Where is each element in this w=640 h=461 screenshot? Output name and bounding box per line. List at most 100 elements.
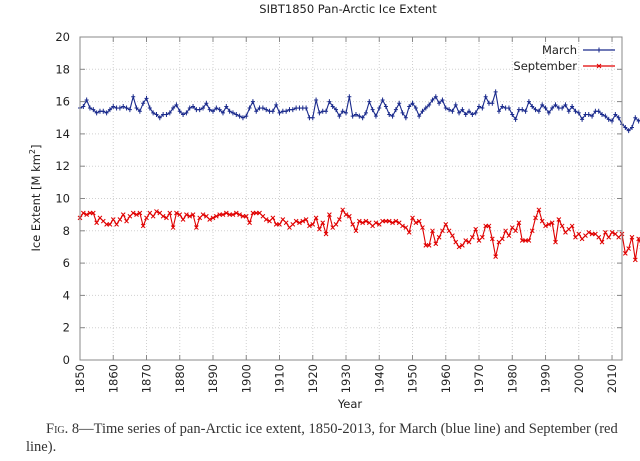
data-point (180, 217, 186, 222)
data-point (413, 220, 419, 226)
data-point (456, 244, 462, 250)
data-point (353, 228, 359, 234)
data-point (347, 94, 352, 100)
data-point (124, 218, 129, 224)
data-point (141, 100, 146, 106)
data-point (84, 97, 89, 103)
series-line (79, 208, 640, 260)
data-point (346, 213, 352, 219)
data-point (496, 108, 501, 114)
data-point (420, 108, 425, 114)
x-axis: 1850 1860 1870 1880 1890 1900 1910 1920 1930 1940… (73, 37, 619, 393)
data-point (327, 99, 332, 105)
data-point (573, 108, 578, 114)
data-point (237, 113, 242, 119)
data-point (323, 231, 329, 237)
data-point (622, 251, 628, 256)
data-point (500, 103, 505, 109)
data-point (117, 217, 123, 222)
data-point (503, 228, 508, 234)
data-point (204, 100, 209, 106)
data-point (390, 220, 395, 226)
data-point (80, 210, 86, 216)
data-point (260, 105, 265, 111)
data-point (324, 108, 329, 114)
x-tick-label: 1970 (472, 364, 486, 393)
data-point (520, 107, 525, 113)
data-point (340, 108, 345, 114)
data-point (313, 215, 319, 221)
data-point (244, 113, 249, 119)
data-point (114, 221, 119, 227)
data-point (506, 105, 511, 111)
data-point (499, 236, 505, 242)
data-point (430, 97, 435, 103)
data-point (457, 110, 462, 116)
data-point (91, 107, 96, 113)
chart-title: SIBT1850 Pan-Arctic Ice Extent (259, 2, 437, 16)
data-point (386, 218, 392, 224)
data-point (197, 107, 202, 113)
data-point (513, 228, 518, 234)
data-point (489, 236, 495, 242)
data-point (363, 110, 368, 116)
x-tick-label: 1920 (306, 364, 320, 393)
data-point (297, 220, 302, 226)
data-point (403, 115, 408, 121)
chart: 0 2 4 6 8 10 12 14 16 18 20 1850 1860 1870 1880 1890 19… (28, 2, 640, 411)
data-point (210, 215, 216, 221)
data-point (529, 228, 535, 234)
data-point (493, 254, 498, 259)
data-point (539, 218, 545, 224)
data-point (446, 228, 452, 234)
data-point (606, 116, 611, 122)
y-tick-label: 6 (63, 256, 70, 270)
data-point (223, 210, 229, 216)
data-point (407, 103, 412, 109)
data-point (437, 100, 442, 106)
y-tick-label: 0 (63, 353, 70, 367)
x-tick-label: 1910 (273, 364, 287, 393)
data-point (576, 231, 582, 237)
y-tick-label: 18 (55, 62, 70, 76)
data-point (117, 105, 122, 111)
data-point (201, 105, 206, 111)
y-axis-label: Ice Extent [M km2] (28, 144, 43, 251)
data-point (356, 218, 362, 224)
legend-label: March (542, 43, 577, 57)
data-point (596, 108, 601, 114)
data-point (536, 108, 541, 114)
data-point (333, 221, 339, 227)
data-point (600, 112, 605, 118)
data-point (477, 103, 482, 109)
data-point (90, 210, 96, 216)
data-point (337, 217, 342, 222)
x-tick-label: 1850 (73, 364, 87, 393)
data-point (566, 108, 571, 114)
x-tick-label: 1900 (239, 364, 253, 393)
data-point (344, 110, 349, 116)
data-point (626, 128, 631, 134)
y-tick-label: 10 (55, 192, 70, 206)
data-point (373, 113, 378, 119)
legend-item-september: September (513, 59, 615, 73)
data-point (367, 99, 372, 105)
data-point (543, 223, 548, 229)
data-point (270, 108, 275, 114)
data-point (417, 113, 422, 119)
data-point (596, 234, 602, 240)
data-point (144, 215, 149, 221)
data-point (181, 112, 186, 118)
data-point (213, 213, 219, 219)
data-point (413, 105, 418, 111)
legend-marker (596, 63, 602, 69)
data-point (580, 116, 585, 122)
data-point (130, 210, 136, 216)
y-tick-label: 8 (63, 224, 70, 238)
data-point (590, 113, 595, 119)
data-point (553, 102, 558, 108)
data-point (523, 108, 528, 114)
data-point (184, 212, 189, 218)
data-point (340, 207, 346, 213)
y-tick-label: 2 (63, 321, 70, 335)
